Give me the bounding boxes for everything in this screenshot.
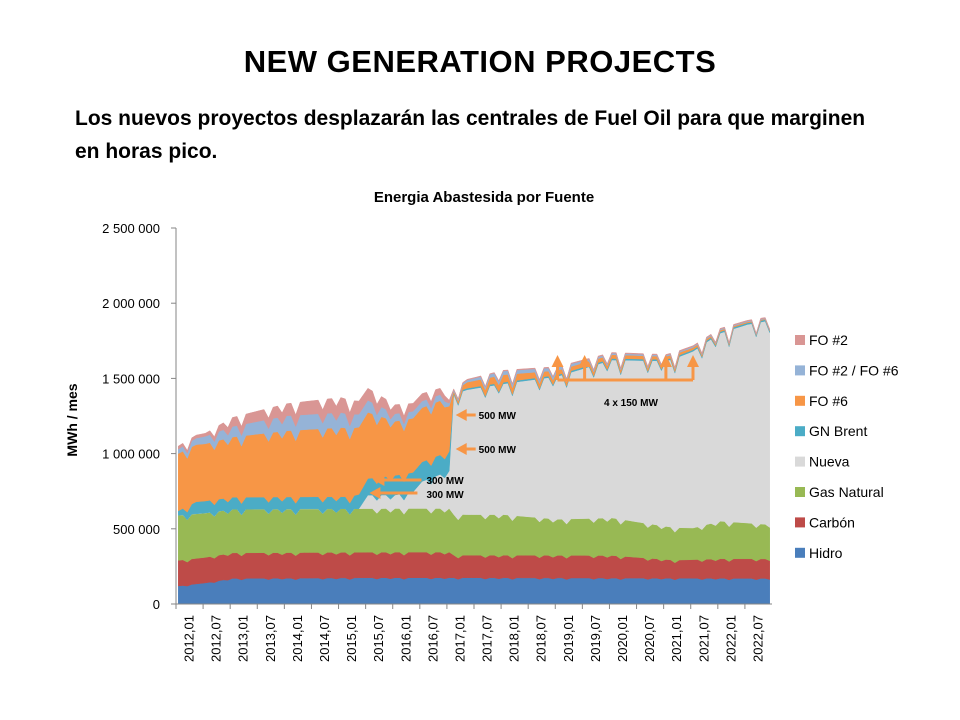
- annotation-arrowhead: [369, 487, 381, 499]
- slide-title: NEW GENERATION PROJECTS: [243, 44, 717, 79]
- legend-label: Carbón: [809, 514, 855, 530]
- y-tick-label: 1 500 000: [102, 371, 160, 386]
- x-tick-label: 2016,07: [425, 615, 440, 662]
- annotation-label: 4 x 150 MW: [604, 398, 658, 409]
- y-tick-label: 0: [153, 597, 160, 612]
- x-tick-label: 2019,07: [588, 615, 603, 662]
- y-tick-label: 500 000: [113, 522, 160, 537]
- x-tick-label: 2020,07: [642, 615, 657, 662]
- x-tick-label: 2022,07: [750, 615, 765, 662]
- annotation-arrowhead: [578, 355, 591, 367]
- legend-swatch: [795, 335, 805, 345]
- x-tick-label: 2014,07: [317, 615, 332, 662]
- annotation-label: 300 MW: [426, 476, 464, 487]
- legend-swatch: [795, 487, 805, 497]
- axes: 0 500 000 1 000 000 1 500 000 2 000 000 2 500…: [102, 221, 772, 662]
- legend: FO #2 FO #2 / FO #6 FO #6 GN Brent Nueva Gas …: [795, 332, 899, 561]
- legend-swatch: [795, 456, 805, 467]
- annotation-arrowhead: [455, 409, 467, 421]
- legend-swatch: [795, 547, 805, 558]
- legend-label: GN Brent: [809, 423, 867, 439]
- area-hidro: [178, 577, 770, 605]
- annotation-label: 500 MW: [479, 445, 517, 456]
- x-tick-label: 2020,01: [615, 615, 630, 662]
- x-tick-label: 2021,01: [669, 615, 684, 662]
- area-fo-2: [178, 317, 770, 454]
- legend-label: FO #2: [809, 332, 848, 348]
- annotation-label: 500 MW: [479, 411, 517, 422]
- x-tick-label: 2013,07: [263, 615, 278, 662]
- x-tick-label: 2016,01: [398, 615, 413, 662]
- legend-label: Hidro: [809, 545, 843, 561]
- y-tick-label: 2 000 000: [102, 296, 160, 311]
- annotation-arrowhead: [686, 355, 699, 367]
- x-tick-label: 2013,01: [236, 615, 251, 662]
- plot-areas: [178, 317, 770, 605]
- x-tick-label: 2017,01: [452, 615, 467, 662]
- legend-swatch: [795, 517, 805, 528]
- x-tick-label: 2014,01: [290, 615, 305, 662]
- annotation-label: 300 MW: [426, 490, 464, 501]
- x-tick-label: 2017,07: [480, 615, 495, 662]
- y-tick-label: 1 000 000: [102, 447, 160, 462]
- x-tick-label: 2012,01: [182, 615, 197, 662]
- x-tick-label: 2018,01: [507, 615, 522, 662]
- y-tick-label: 2 500 000: [102, 221, 160, 236]
- annotation-arrowhead: [551, 355, 564, 367]
- annotations: 500 MW 500 MW 300 MW 300 MW 4 x 150 MW: [369, 355, 699, 501]
- annotation-arrowhead: [455, 443, 467, 455]
- slide-subtitle: Los nuevos proyectos desplazarán las cen…: [75, 107, 866, 163]
- legend-label: Gas Natural: [809, 484, 884, 500]
- annotation-arrowhead: [659, 355, 672, 367]
- chart-title: Energia Abastesida por Fuente: [374, 189, 594, 206]
- legend-label: FO #6: [809, 393, 848, 409]
- legend-label: FO #2 / FO #6: [809, 362, 899, 378]
- y-axis-title: MWh / mes: [64, 383, 80, 456]
- legend-label: Nueva: [809, 454, 850, 470]
- legend-swatch: [795, 365, 805, 376]
- x-tick-label: 2019,01: [561, 615, 576, 662]
- legend-swatch: [795, 395, 805, 406]
- x-tick-label: 2012,07: [209, 615, 224, 662]
- annotation-arrowhead: [373, 474, 385, 486]
- legend-swatch: [795, 426, 805, 437]
- x-tick-label: 2015,07: [371, 615, 386, 662]
- x-tick-label: 2022,01: [723, 615, 738, 662]
- x-tick-label: 2015,01: [344, 615, 359, 662]
- x-tick-label: 2018,07: [534, 615, 549, 662]
- x-tick-label: 2021,07: [696, 615, 711, 662]
